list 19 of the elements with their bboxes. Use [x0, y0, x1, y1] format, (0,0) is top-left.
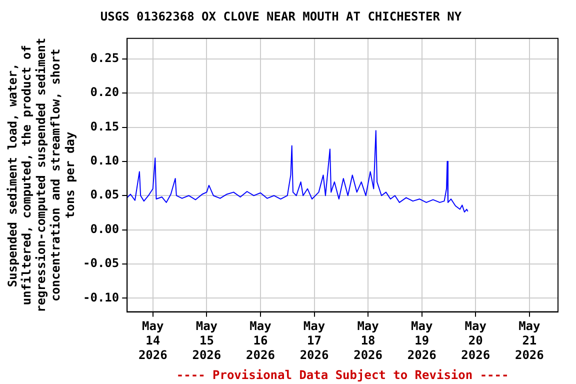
- x-tick-label: May 18 2026: [354, 319, 383, 362]
- x-tick-label: May 21 2026: [514, 319, 544, 362]
- y-tick-label: -0.10: [83, 290, 120, 304]
- y-tick-label: 0.10: [90, 154, 120, 168]
- y-tick-label: -0.05: [83, 256, 120, 270]
- x-tick-label: May 19 2026: [407, 319, 436, 362]
- y-tick-label: 0.15: [90, 119, 120, 134]
- x-tick-label: May 15 2026: [192, 319, 222, 362]
- x-tick-label: May 14 2026: [138, 319, 168, 362]
- chart-title: USGS 01362368 OX CLOVE NEAR MOUTH AT CHICHESTER NY: [100, 9, 462, 24]
- x-tick-label: May 17 2026: [300, 319, 329, 362]
- x-tick-label: May 16 2026: [246, 319, 275, 362]
- x-tick-label: May 20 2026: [461, 319, 490, 362]
- y-tick-label: 0.05: [90, 188, 120, 202]
- text: ---- Provisional Data Subject to Revision ----: [176, 368, 509, 382]
- y-tick-label: 0.25: [90, 51, 120, 66]
- y-axis-title: Suspended sediment load, water, unfiltered, computed, the product of regression-computed suspended sediment concentration and streamflow, short tons per day: [5, 38, 77, 312]
- y-tick-label: 0.00: [90, 222, 120, 236]
- y-tick-label: 0.20: [90, 85, 120, 100]
